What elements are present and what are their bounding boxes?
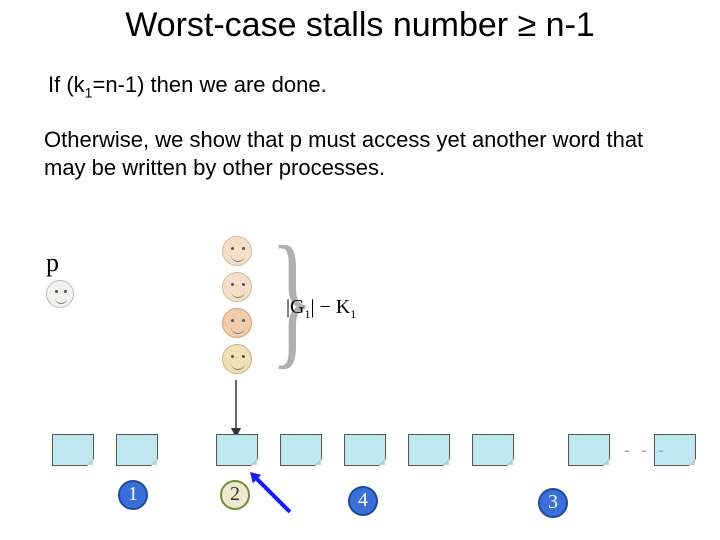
- slide-title: Worst-case stalls number ≥ n-1: [0, 6, 720, 45]
- group-face-icon: [222, 308, 252, 338]
- group-face-icon: [222, 236, 252, 266]
- slide: Worst-case stalls number ≥ n-1 If (k1=n-…: [0, 0, 720, 540]
- arrow-down-icon: [226, 380, 246, 440]
- memory-cell: [280, 434, 322, 466]
- group-size-formula: |G1| − K1: [286, 296, 356, 322]
- memory-cell: [568, 434, 610, 466]
- formula-g: |G: [286, 296, 304, 318]
- pointer-arrow-icon: [244, 466, 296, 518]
- memory-cell: [344, 434, 386, 466]
- memory-cell: [52, 434, 94, 466]
- memory-cell: [216, 434, 258, 466]
- ellipsis-dashes: - - -: [624, 440, 667, 461]
- process-p-face-icon: [46, 280, 74, 308]
- memory-cell: [472, 434, 514, 466]
- line1-pre: If (k: [48, 72, 85, 97]
- process-p-label: p: [46, 248, 59, 278]
- line1-post: =n-1) then we are done.: [92, 72, 326, 97]
- step-badge: 3: [538, 488, 568, 518]
- proof-line-1: If (k1=n-1) then we are done.: [48, 72, 327, 100]
- step-badge: 1: [118, 480, 148, 510]
- formula-mid: | − K: [310, 296, 350, 318]
- proof-line-2: Otherwise, we show that p must access ye…: [44, 126, 664, 181]
- group-face-icon: [222, 272, 252, 302]
- formula-k-sub: 1: [350, 307, 356, 321]
- step-badge: 4: [348, 486, 378, 516]
- memory-cell: [116, 434, 158, 466]
- memory-cell: [408, 434, 450, 466]
- group-face-icon: [222, 344, 252, 374]
